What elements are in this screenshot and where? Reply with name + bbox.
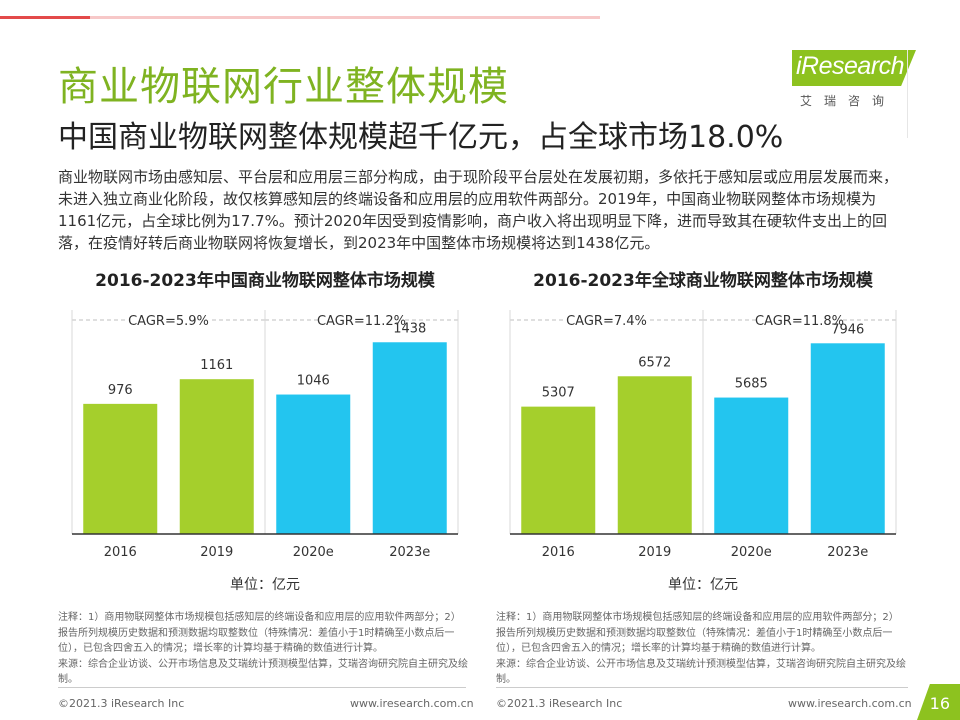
china-chart-unit: 单位：亿元 [230,577,300,593]
logo-subtitle: 艾瑞咨询 [800,94,897,108]
logo-name: iResearch [796,52,905,80]
notes-right: 注释：1）商用物联网整体市场规模包括感知层的终端设备和应用层的应用软件两部分；2… [496,610,908,688]
cagr-label-bg [564,311,649,329]
bar-2020e [276,394,351,534]
bar-2023e [810,343,885,534]
china-market-chart: 2016-2023年中国商业物联网整体市场规模 CAGR=5.9% CAGR=11… [50,262,480,602]
x-tick-label: 2020e [293,545,334,560]
cagr-label: CAGR=5.9% [128,314,209,329]
cagr-label-bg [319,311,404,329]
cagr-label-bg [757,311,842,329]
data-label: 5685 [735,377,768,392]
x-tick-label: 2016 [542,545,575,560]
global-chart-unit: 单位：亿元 [668,577,738,593]
bar-2023e [372,342,447,534]
bar-2020e [714,397,789,534]
footer-url-right[interactable]: www.iresearch.com.cn [788,697,912,710]
page-subtitle: 中国商业物联网整体规模超千亿元，占全球市场18.0% [58,120,784,155]
cagr-label: CAGR=11.8% [755,314,844,329]
bar-2016 [83,403,158,534]
data-label: 1438 [393,321,426,336]
x-tick-label: 2023e [827,545,868,560]
data-label: 7946 [831,322,864,337]
bar-2019 [617,376,692,534]
data-label: 5307 [542,386,575,401]
page-number-badge: 16 [917,684,960,720]
top-decoration-line [0,16,600,19]
x-tick-label: 2020e [731,545,772,560]
data-label: 1161 [200,358,233,373]
x-tick-label: 2019 [638,545,671,560]
logo-divider [907,50,908,138]
bar-2016 [521,406,596,534]
cagr-label: CAGR=7.4% [566,314,647,329]
page-number: 16 [929,694,950,713]
x-tick-label: 2016 [104,545,137,560]
data-label: 1046 [297,374,330,389]
data-label: 976 [108,383,133,398]
page-title: 商业物联网行业整体规模 [58,64,509,110]
notes-right-text: 注释：1）商用物联网整体市场规模包括感知层的终端设备和应用层的应用软件两部分；2… [496,612,906,685]
global-chart-title: 2016-2023年全球商业物联网整体市场规模 [533,271,873,291]
global-market-chart: 2016-2023年全球商业物联网整体市场规模 CAGR=7.4% CAGR=11… [488,262,918,602]
footer-url-left[interactable]: www.iresearch.com.cn [350,697,474,710]
logo-background [792,50,916,86]
bar-2019 [179,379,254,534]
x-tick-label: 2019 [200,545,233,560]
global-chart-svg: CAGR=7.4% CAGR=11.8% 5307 2016 6572 2019 5685 2… [509,310,897,560]
china-chart-svg: CAGR=5.9% CAGR=11.2% 976 2016 1161 2019 1046 20… [71,310,459,560]
china-chart-title: 2016-2023年中国商业物联网整体市场规模 [95,271,435,291]
notes-left-text: 注释：1）商用物联网整体市场规模包括感知层的终端设备和应用层的应用软件两部分；2… [58,612,468,685]
x-tick-label: 2023e [389,545,430,560]
data-label: 6572 [638,355,671,370]
footer-divider-right [496,687,908,688]
footer-divider-left [58,687,466,688]
footer-copyright-left: ©2021.3 iResearch Inc [58,697,185,710]
summary-paragraph: 商业物联网市场由感知层、平台层和应用层三部分构成，由于现阶段平台层处在发展初期，… [58,168,899,252]
iresearch-logo: iResearch 艾瑞咨询 [792,50,916,138]
footer-copyright-right: ©2021.3 iResearch Inc [496,697,623,710]
notes-left: 注释：1）商用物联网整体市场规模包括感知层的终端设备和应用层的应用软件两部分；2… [58,610,470,688]
cagr-label-bg [126,311,211,329]
cagr-label: CAGR=11.2% [317,314,406,329]
